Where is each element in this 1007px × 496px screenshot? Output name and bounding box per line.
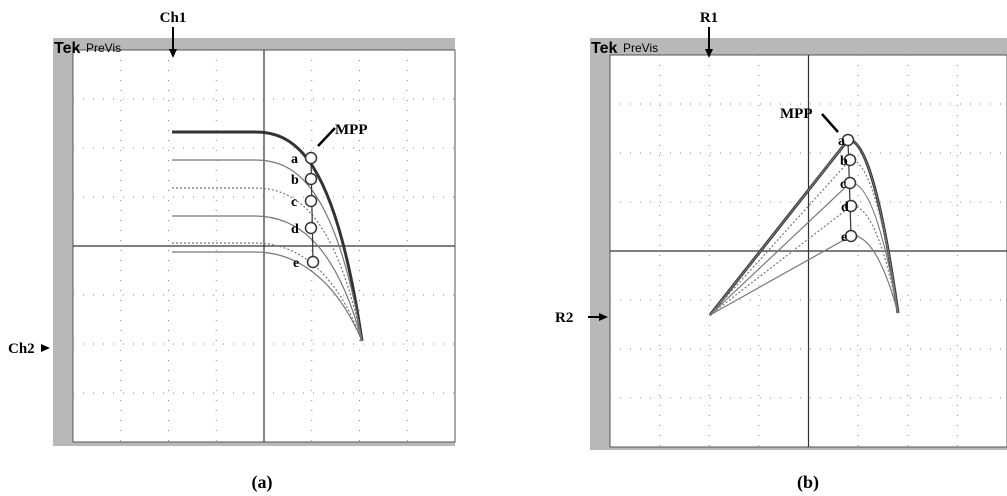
point-label: c — [840, 177, 846, 192]
brand: Tek — [591, 40, 617, 57]
point-label: c — [291, 195, 297, 210]
top-marker: R1 — [700, 10, 718, 26]
mpp-point — [306, 174, 317, 185]
brand: Tek — [54, 40, 80, 57]
mpp-label: MPP — [335, 122, 367, 138]
caption: (b) — [797, 472, 819, 493]
mpp-point — [308, 257, 319, 268]
point-label: d — [841, 200, 849, 215]
point-label: e — [293, 256, 299, 271]
mode: PreVis — [623, 41, 658, 55]
mpp-point — [306, 196, 317, 207]
mpp-point — [306, 153, 317, 164]
point-label: a — [291, 152, 298, 167]
arrow-head — [41, 344, 50, 352]
caption: (a) — [252, 472, 273, 493]
mpp-label: MPP — [780, 106, 812, 122]
point-label: b — [291, 173, 299, 188]
figure: TekPreVisabcdeMPPCh1Ch2(a)TekPreVisabcde… — [0, 0, 1007, 496]
mpp-point — [306, 223, 317, 234]
side-marker: R2 — [555, 310, 573, 326]
side-marker: Ch2 — [8, 341, 35, 357]
top-marker: Ch1 — [160, 10, 187, 26]
point-label: e — [841, 230, 847, 245]
point-label: d — [291, 222, 299, 237]
point-label: b — [840, 154, 848, 169]
mode: PreVis — [86, 41, 121, 55]
point-label: a — [838, 134, 845, 149]
